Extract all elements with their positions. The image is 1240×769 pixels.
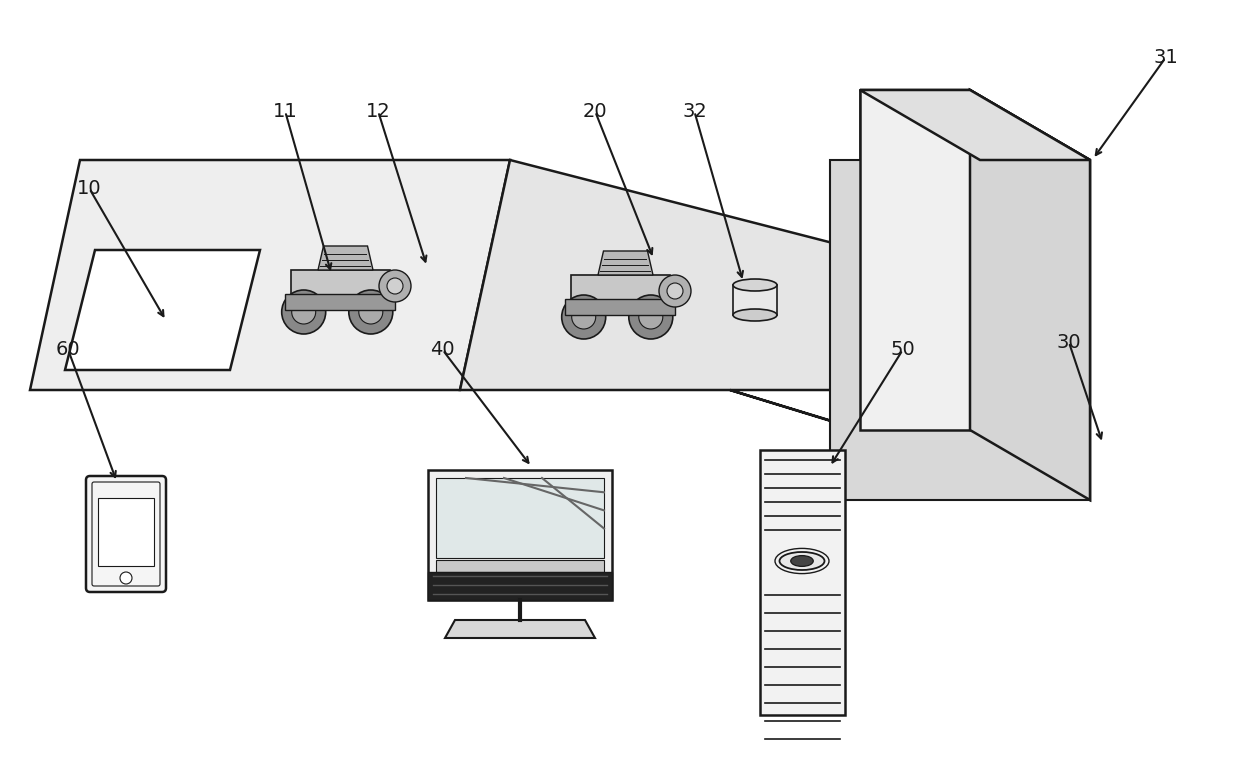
Text: 32: 32 bbox=[682, 102, 707, 121]
Polygon shape bbox=[436, 560, 604, 572]
Text: 11: 11 bbox=[273, 102, 298, 121]
Circle shape bbox=[667, 283, 683, 299]
Circle shape bbox=[379, 270, 410, 302]
Polygon shape bbox=[733, 285, 777, 315]
Ellipse shape bbox=[733, 279, 777, 291]
Polygon shape bbox=[730, 390, 1090, 500]
Text: 31: 31 bbox=[1153, 48, 1178, 67]
Polygon shape bbox=[460, 160, 861, 390]
Polygon shape bbox=[970, 90, 1090, 500]
Circle shape bbox=[348, 290, 393, 334]
Text: 60: 60 bbox=[56, 341, 81, 359]
Circle shape bbox=[639, 305, 663, 329]
Polygon shape bbox=[290, 270, 389, 302]
Circle shape bbox=[281, 290, 326, 334]
Polygon shape bbox=[64, 250, 260, 370]
Polygon shape bbox=[98, 498, 154, 566]
Ellipse shape bbox=[780, 552, 825, 570]
Ellipse shape bbox=[791, 555, 813, 567]
Polygon shape bbox=[970, 90, 1090, 500]
Polygon shape bbox=[861, 90, 970, 430]
Circle shape bbox=[120, 572, 131, 584]
Polygon shape bbox=[861, 90, 1090, 160]
Text: 10: 10 bbox=[77, 179, 102, 198]
Text: 20: 20 bbox=[583, 102, 608, 121]
Polygon shape bbox=[445, 620, 595, 638]
Polygon shape bbox=[760, 450, 844, 715]
Polygon shape bbox=[428, 572, 613, 600]
Polygon shape bbox=[861, 90, 1090, 160]
Polygon shape bbox=[598, 251, 653, 275]
Text: 30: 30 bbox=[1056, 333, 1081, 351]
Text: 12: 12 bbox=[366, 102, 391, 121]
Text: 40: 40 bbox=[430, 341, 455, 359]
Polygon shape bbox=[317, 246, 373, 270]
Text: 50: 50 bbox=[890, 341, 915, 359]
Polygon shape bbox=[30, 160, 510, 390]
Circle shape bbox=[629, 295, 673, 339]
Polygon shape bbox=[428, 470, 613, 600]
Circle shape bbox=[562, 295, 605, 339]
Circle shape bbox=[387, 278, 403, 294]
FancyBboxPatch shape bbox=[86, 476, 166, 592]
Polygon shape bbox=[285, 294, 396, 310]
Polygon shape bbox=[570, 275, 670, 307]
Circle shape bbox=[358, 300, 383, 324]
Ellipse shape bbox=[733, 309, 777, 321]
Polygon shape bbox=[565, 299, 675, 315]
Polygon shape bbox=[861, 90, 970, 430]
Circle shape bbox=[658, 275, 691, 307]
Circle shape bbox=[291, 300, 316, 324]
Polygon shape bbox=[436, 478, 604, 558]
Circle shape bbox=[572, 305, 595, 329]
Polygon shape bbox=[830, 160, 1090, 500]
